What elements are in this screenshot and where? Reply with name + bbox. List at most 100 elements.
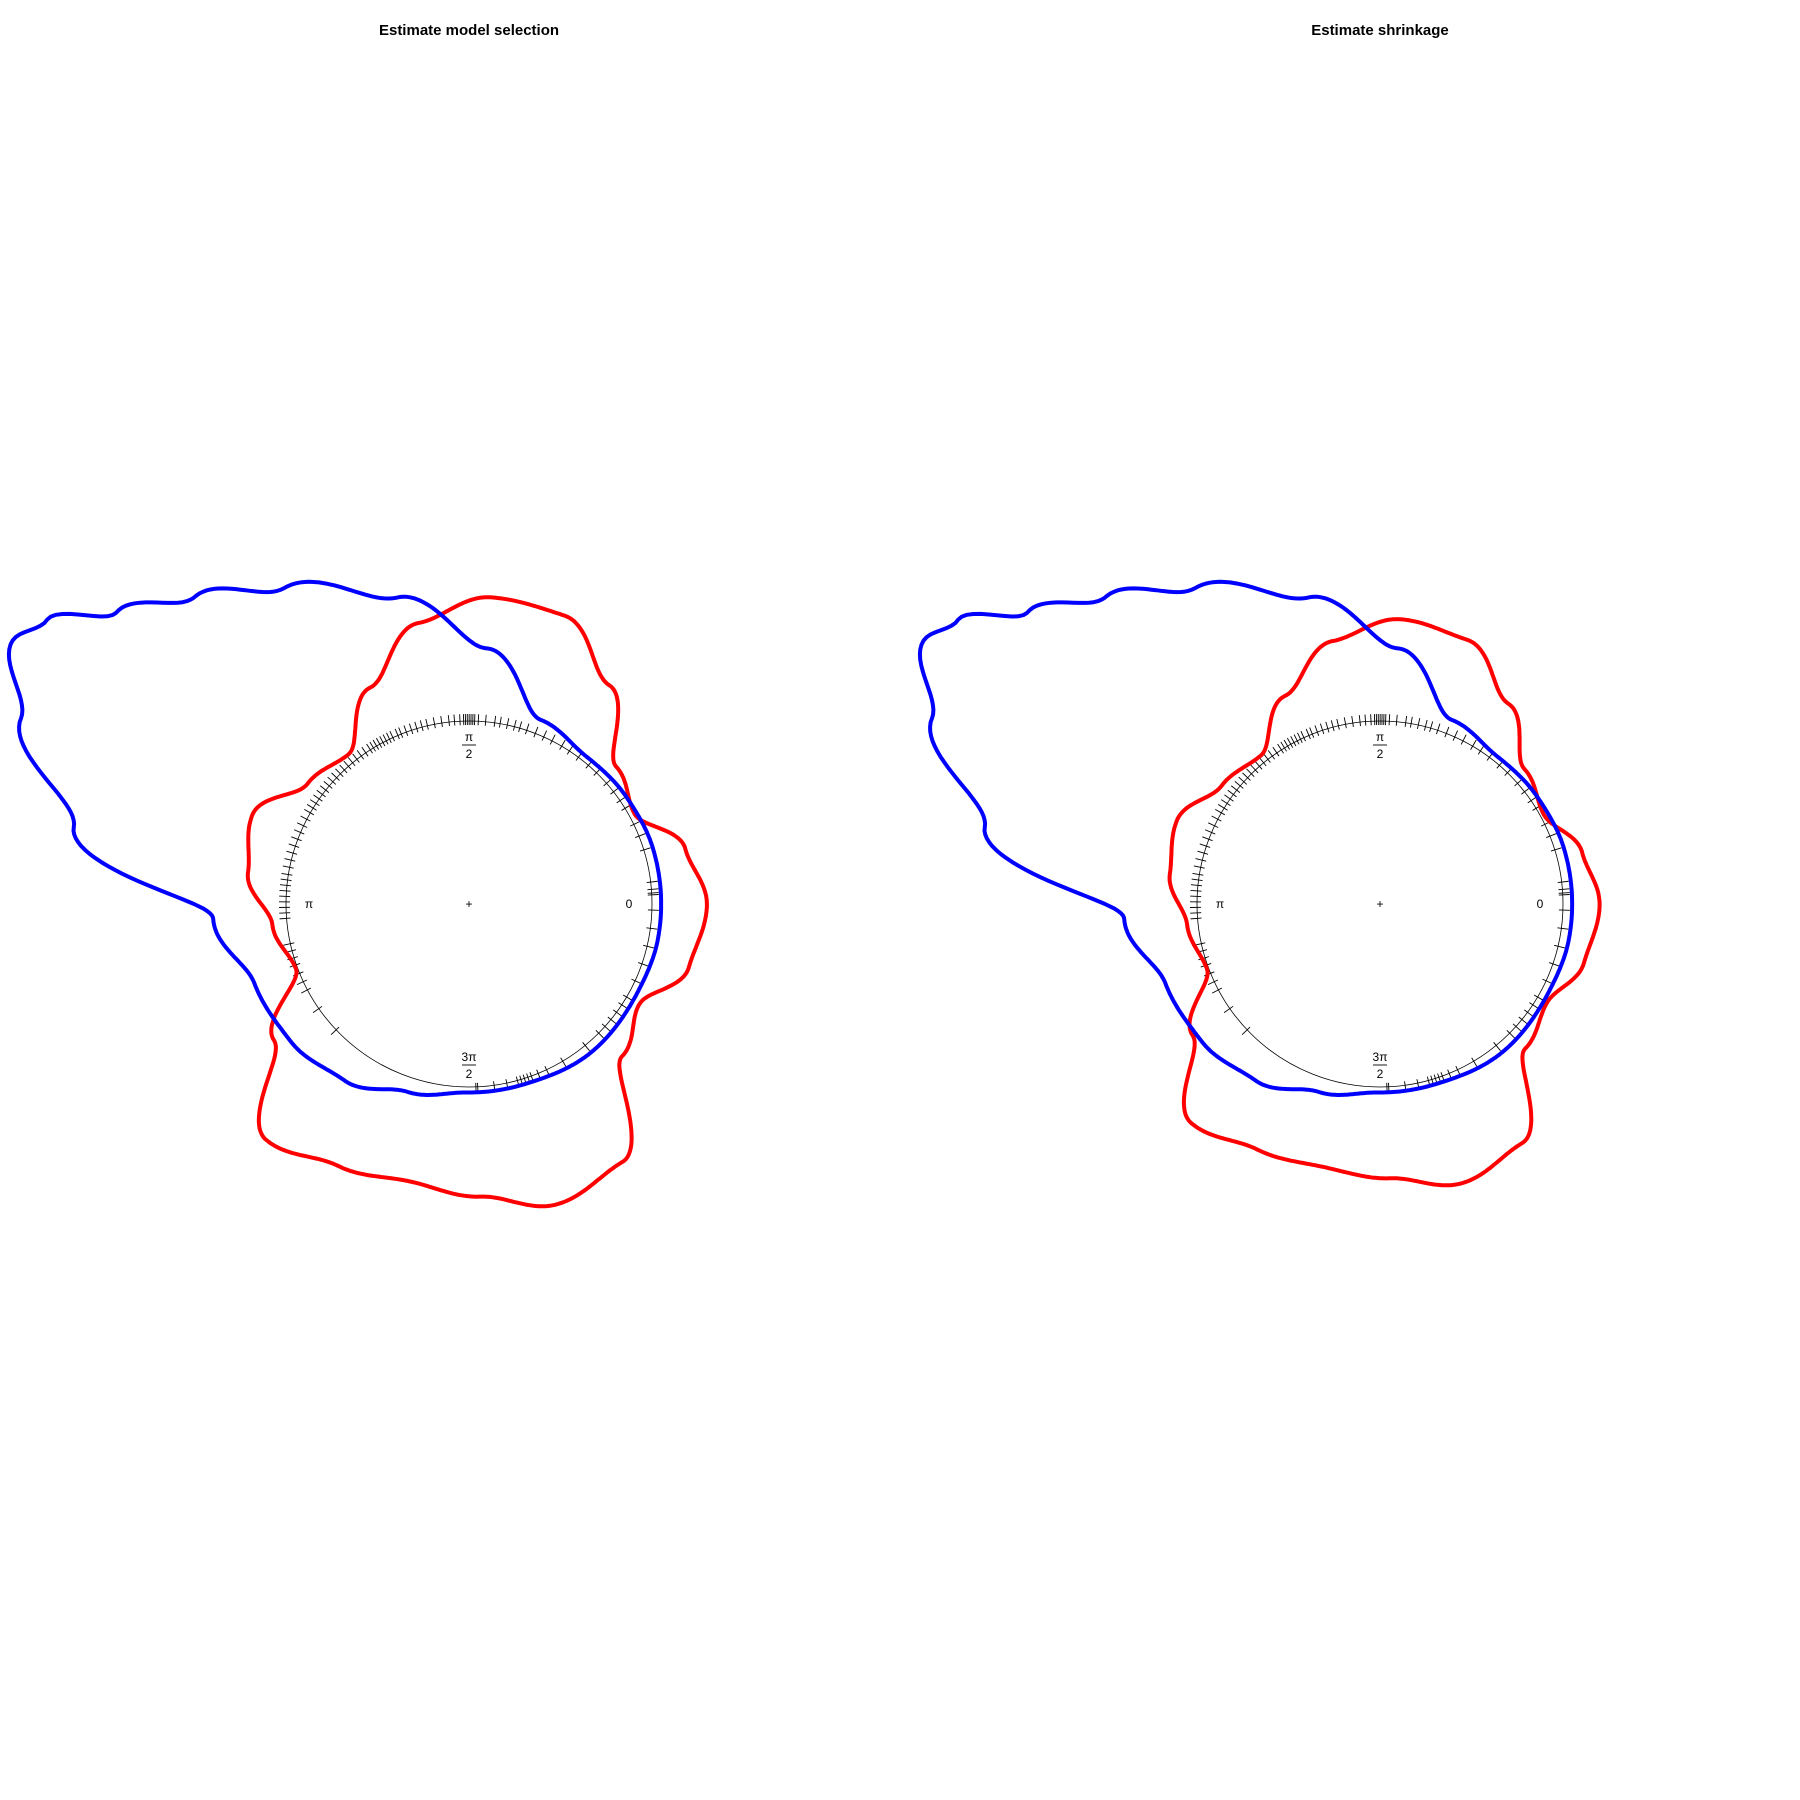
angle-label: 0 — [626, 897, 633, 911]
rug-tick — [288, 843, 300, 848]
rug-tick — [1230, 785, 1241, 793]
rug-tick — [643, 944, 654, 949]
rug-tick — [1529, 1002, 1539, 1010]
rug-tick — [447, 715, 450, 727]
rug-tick — [639, 847, 651, 852]
rug-tick — [1223, 1005, 1234, 1013]
rug-tick — [646, 927, 658, 930]
rug-tick — [1542, 978, 1553, 985]
rug-tick — [1190, 884, 1202, 887]
rug-tick — [1388, 714, 1391, 726]
rug-tick — [1336, 718, 1340, 730]
rug-tick — [1246, 768, 1255, 777]
rug-tick — [1325, 721, 1330, 733]
rug-tick — [419, 720, 424, 732]
rug-tick — [622, 994, 633, 1001]
rug-tick — [512, 719, 517, 731]
rug-tick — [300, 815, 311, 822]
rug-tick — [549, 734, 556, 745]
rug-tick — [319, 785, 330, 793]
rug-tick — [1190, 889, 1202, 892]
rug-tick — [1423, 719, 1428, 731]
rug-tick — [618, 1002, 628, 1010]
rug-tick — [1227, 789, 1237, 798]
rug-tick — [306, 804, 317, 811]
rug-tick — [477, 714, 480, 726]
rug-tick — [453, 714, 456, 726]
rug-tick — [331, 772, 340, 781]
rug-tick — [282, 865, 294, 869]
angle-label-numerator: π — [465, 730, 473, 744]
rug-tick — [1272, 746, 1280, 757]
rug-tick — [301, 987, 312, 994]
rug-tick — [1195, 858, 1207, 862]
rug-tick — [1314, 725, 1320, 736]
angle-label-denominator: 2 — [1377, 1067, 1384, 1081]
rug-tick — [533, 726, 539, 738]
rug-tick — [293, 829, 305, 835]
rug-tick — [1283, 739, 1291, 750]
rug-tick — [1241, 1026, 1251, 1036]
rug-tick — [1267, 750, 1276, 760]
angle-label-numerator: 3π — [462, 1050, 477, 1064]
rug-tick — [1204, 829, 1216, 835]
rug-tick — [1343, 717, 1347, 729]
rug-tick — [313, 794, 323, 802]
rug-tick — [403, 725, 409, 736]
angle-label-denominator: 2 — [1377, 747, 1384, 761]
rug-tick — [1524, 1009, 1534, 1017]
rug-tick — [316, 789, 326, 798]
angle-label-fraction: 3π2 — [462, 1050, 477, 1081]
rug-tick — [647, 892, 659, 894]
rug-tick — [1558, 892, 1570, 894]
rug-tick — [1300, 731, 1306, 742]
angle-label: 0 — [1537, 897, 1544, 911]
rug-tick — [440, 716, 443, 728]
rug-tick — [1234, 781, 1244, 789]
rug-tick — [1202, 836, 1213, 842]
red-density-curve — [245, 595, 709, 1209]
rug-tick — [1193, 865, 1205, 869]
rug-tick — [1460, 734, 1467, 745]
rug-tick — [638, 962, 649, 967]
rug-tick — [398, 727, 404, 738]
panel-title: Estimate model selection — [379, 22, 559, 39]
rug-tick — [372, 739, 380, 750]
center-marker: + — [465, 897, 472, 911]
rug-tick — [375, 737, 383, 748]
rug-tick — [1364, 714, 1367, 726]
rug-tick — [1197, 850, 1209, 855]
rug-tick — [361, 746, 369, 757]
angle-label-fraction: π2 — [1372, 730, 1387, 761]
rug-tick — [296, 979, 308, 986]
rug-tick — [493, 715, 497, 727]
rug-tick — [1305, 728, 1311, 740]
rug-tick — [1549, 962, 1560, 967]
rug-tick — [1190, 917, 1202, 920]
rug-tick — [279, 917, 291, 920]
rug-tick — [613, 1009, 623, 1017]
rug-tick — [631, 978, 642, 985]
rug-tick — [1220, 799, 1231, 807]
rug-tick — [1277, 743, 1284, 754]
rug-tick — [1190, 912, 1202, 914]
rug-tick — [284, 858, 296, 862]
rug-tick — [366, 743, 373, 754]
rug-tick — [382, 734, 389, 745]
rug-tick — [1297, 732, 1303, 743]
rug-tick — [1436, 723, 1441, 735]
rug-tick — [484, 714, 487, 726]
rug-tick — [1319, 723, 1325, 735]
rug-tick — [330, 1026, 340, 1036]
rug-tick — [525, 723, 530, 735]
rug-tick — [343, 760, 352, 770]
angle-label-numerator: 3π — [1373, 1050, 1388, 1064]
rug-tick — [389, 731, 395, 742]
rug-tick — [629, 820, 641, 827]
rug-tick — [1263, 753, 1271, 763]
rug-tick — [1208, 822, 1219, 828]
center-marker: + — [1376, 897, 1383, 911]
rug-tick — [541, 730, 548, 741]
rug-tick — [1512, 1023, 1522, 1032]
